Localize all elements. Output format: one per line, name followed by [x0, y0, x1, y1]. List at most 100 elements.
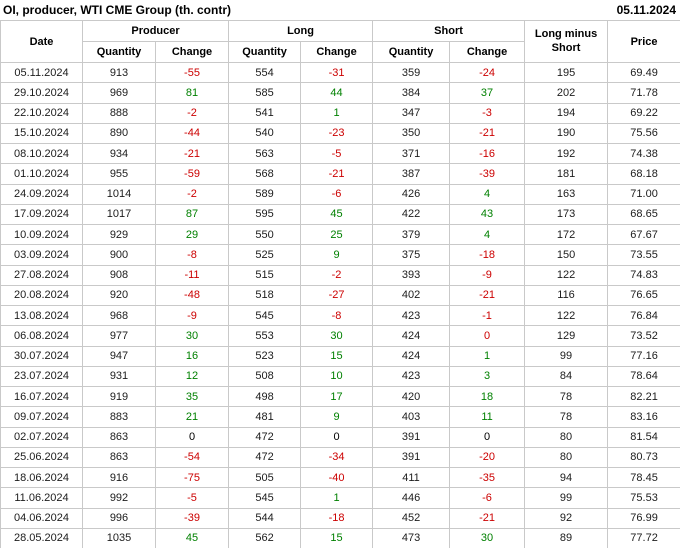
long-minus-short-cell: 195 — [524, 61, 609, 84]
short-change-cell: -1 — [449, 304, 526, 327]
title-bar: OI, producer, WTI CME Group (th. contr) … — [0, 0, 680, 20]
long-minus-short-cell: 99 — [524, 345, 609, 367]
long-minus-short-cell: 181 — [524, 163, 609, 185]
price-cell: 74.83 — [607, 264, 680, 286]
short-quantity-cell: 423 — [372, 304, 451, 327]
long-quantity-cell: 545 — [228, 487, 302, 509]
long-quantity-cell: 545 — [228, 304, 302, 327]
table-row: 16.07.2024 919 35 498 17 420 18 78 82.21 — [0, 385, 680, 408]
producer-quantity-cell: 920 — [82, 284, 156, 307]
date-cell: 03.09.2024 — [0, 244, 83, 266]
long-minus-short-cell: 194 — [524, 102, 609, 124]
short-change-cell: -6 — [449, 487, 526, 509]
producer-change-cell: 21 — [154, 406, 230, 428]
table-row: 29.10.2024 969 81 585 44 384 37 202 71.78 — [0, 82, 680, 104]
long-change-cell: -31 — [300, 61, 374, 84]
long-change-cell: 15 — [300, 345, 374, 367]
long-minus-short-cell: 192 — [524, 142, 609, 165]
table-body: 05.11.2024 913 -55 554 -31 359 -24 195 69.49 29.1… — [0, 61, 680, 548]
date-cell: 16.07.2024 — [0, 385, 83, 408]
producer-change-cell: -59 — [154, 163, 230, 185]
long-change-cell: 30 — [300, 325, 374, 347]
long-minus-short-cell: 163 — [524, 183, 609, 205]
producer-change-cell: -44 — [154, 122, 230, 145]
producer-quantity-cell: 908 — [82, 264, 156, 286]
producer-change-cell: -2 — [154, 183, 230, 205]
long-minus-short-cell: 122 — [524, 264, 609, 286]
short-quantity-cell: 452 — [372, 507, 451, 529]
producer-change-cell: -39 — [154, 507, 230, 529]
producer-change-cell: 16 — [154, 345, 230, 367]
short-quantity-cell: 424 — [372, 325, 451, 347]
long-minus-short-cell: 122 — [524, 304, 609, 327]
price-cell: 77.72 — [607, 527, 680, 548]
long-change-cell: 9 — [300, 406, 374, 428]
long-quantity-cell: 525 — [228, 244, 302, 266]
long-minus-short-cell: 172 — [524, 223, 609, 246]
long-quantity-cell: 481 — [228, 406, 302, 428]
producer-quantity-cell: 916 — [82, 466, 156, 489]
producer-change-cell: -11 — [154, 264, 230, 286]
long-minus-short-cell: 80 — [524, 446, 609, 469]
long-change-cell: -2 — [300, 264, 374, 286]
date-cell: 05.11.2024 — [0, 61, 83, 84]
table-row: 06.08.2024 977 30 553 30 424 0 129 73.52 — [0, 325, 680, 347]
long-quantity-cell: 544 — [228, 507, 302, 529]
table-row: 27.08.2024 908 -11 515 -2 393 -9 122 74.83 — [0, 264, 680, 286]
price-cell: 73.52 — [607, 325, 680, 347]
long-minus-short-cell: 78 — [524, 406, 609, 428]
table-row: 09.07.2024 883 21 481 9 403 11 78 83.16 — [0, 406, 680, 428]
producer-quantity-cell: 934 — [82, 142, 156, 165]
long-change-cell: 15 — [300, 527, 374, 548]
price-cell: 67.67 — [607, 223, 680, 246]
price-cell: 78.64 — [607, 365, 680, 388]
short-quantity-cell: 347 — [372, 102, 451, 124]
page-title: OI, producer, WTI CME Group (th. contr) — [3, 3, 231, 17]
date-cell: 25.06.2024 — [0, 446, 83, 469]
table-row: 01.10.2024 955 -59 568 -21 387 -39 181 68.18 — [0, 163, 680, 185]
producer-quantity-cell: 977 — [82, 325, 156, 347]
price-cell: 76.65 — [607, 284, 680, 307]
price-cell: 74.38 — [607, 142, 680, 165]
long-change-cell: -40 — [300, 466, 374, 489]
short-change-cell: -20 — [449, 446, 526, 469]
long-quantity-cell: 523 — [228, 345, 302, 367]
long-quantity-cell: 585 — [228, 82, 302, 104]
column-header-date: Date — [0, 20, 83, 63]
producer-quantity-cell: 992 — [82, 487, 156, 509]
short-quantity-cell: 387 — [372, 163, 451, 185]
producer-quantity-cell: 1014 — [82, 183, 156, 205]
date-cell: 24.09.2024 — [0, 183, 83, 205]
short-change-cell: 4 — [449, 183, 526, 205]
long-quantity-cell: 553 — [228, 325, 302, 347]
column-header-long-change: Change — [300, 41, 374, 63]
long-minus-short-cell: 173 — [524, 203, 609, 226]
producer-quantity-cell: 883 — [82, 406, 156, 428]
table-row: 17.09.2024 1017 87 595 45 422 43 173 68.65 — [0, 203, 680, 226]
date-cell: 06.08.2024 — [0, 325, 83, 347]
table-row: 20.08.2024 920 -48 518 -27 402 -21 116 76.65 — [0, 284, 680, 307]
date-cell: 23.07.2024 — [0, 365, 83, 388]
date-cell: 13.08.2024 — [0, 304, 83, 327]
date-cell: 09.07.2024 — [0, 406, 83, 428]
open-interest-table: Date Producer Long Short Long minus Shor… — [0, 20, 680, 548]
producer-quantity-cell: 863 — [82, 446, 156, 469]
producer-change-cell: -21 — [154, 142, 230, 165]
producer-quantity-cell: 929 — [82, 223, 156, 246]
producer-change-cell: 45 — [154, 527, 230, 548]
long-quantity-cell: 595 — [228, 203, 302, 226]
long-minus-short-cell: 190 — [524, 122, 609, 145]
short-quantity-cell: 422 — [372, 203, 451, 226]
table-row: 28.05.2024 1035 45 562 15 473 30 89 77.72 — [0, 527, 680, 548]
table-header: Date Producer Long Short Long minus Shor… — [0, 20, 680, 63]
price-cell: 71.00 — [607, 183, 680, 205]
long-quantity-cell: 568 — [228, 163, 302, 185]
long-change-cell: 25 — [300, 223, 374, 246]
producer-change-cell: -75 — [154, 466, 230, 489]
long-change-cell: 1 — [300, 102, 374, 124]
short-quantity-cell: 375 — [372, 244, 451, 266]
short-quantity-cell: 371 — [372, 142, 451, 165]
producer-change-cell: -48 — [154, 284, 230, 307]
producer-change-cell: 0 — [154, 426, 230, 448]
long-quantity-cell: 550 — [228, 223, 302, 246]
